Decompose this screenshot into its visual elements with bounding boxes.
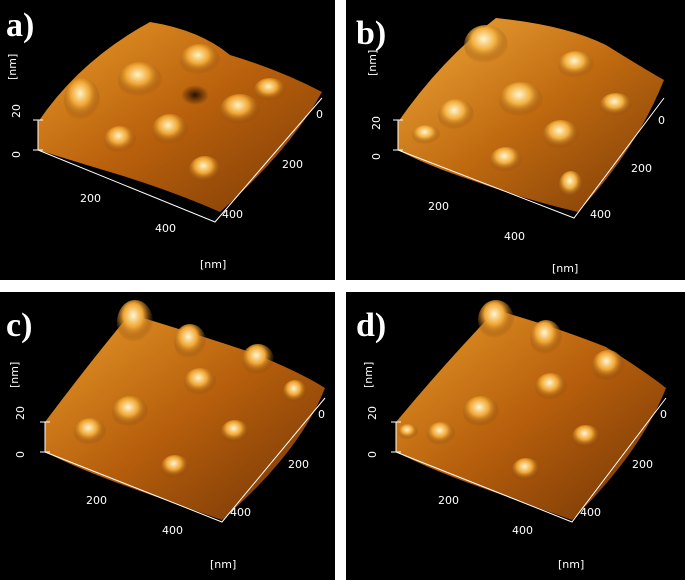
y-tick-200: 200: [282, 158, 303, 171]
afm-3d-surface-a: a) [nm] 20 0 200 400 0 200 400 [nm]: [6, 7, 323, 271]
surface-hills: [74, 300, 307, 479]
z-tick-0: 0: [14, 451, 27, 458]
afm-3d-surface-d: d) [nm] 20 0 200 400 0 200 400 [nm]: [356, 300, 667, 571]
panel-label: b): [356, 15, 386, 52]
x-tick-400: 400: [504, 230, 525, 243]
surface-hills: [398, 300, 624, 482]
z-tick-20: 20: [370, 116, 383, 130]
y-tick-200: 200: [288, 458, 309, 471]
z-tick-20: 20: [366, 406, 379, 420]
z-tick-20: 20: [10, 104, 23, 118]
panel-label: c): [6, 307, 32, 344]
surface-hills: [64, 44, 286, 184]
axes: [33, 97, 323, 223]
z-tick-0: 0: [366, 451, 379, 458]
afm-panel-d: d) [nm] 20 0 200 400 0 200 400 [nm]: [346, 292, 685, 580]
axes: [391, 397, 667, 523]
panel-label: a): [6, 7, 34, 44]
x-tick-200: 200: [428, 200, 449, 213]
surface-hills: [412, 25, 632, 199]
z-unit: [nm]: [6, 54, 19, 80]
y-tick-0: 0: [318, 408, 325, 421]
x-tick-400: 400: [162, 524, 183, 537]
axes: [40, 397, 326, 523]
panel-label: d): [356, 307, 386, 344]
y-tick-400: 400: [590, 208, 611, 221]
x-tick-400: 400: [155, 222, 176, 235]
xy-unit: [nm]: [558, 558, 584, 571]
z-tick-0: 0: [370, 153, 383, 160]
z-unit: [nm]: [362, 362, 375, 388]
z-unit: [nm]: [366, 50, 379, 76]
afm-panel-c: c) [nm] 20 0 200 400 0 200 400 [nm]: [0, 292, 335, 580]
x-tick-200: 200: [86, 494, 107, 507]
afm-3d-surface-c: c) [nm] 20 0 200 400 0 200 400 [nm]: [6, 300, 326, 571]
z-tick-0: 0: [10, 151, 23, 158]
y-tick-200: 200: [632, 458, 653, 471]
y-tick-400: 400: [580, 506, 601, 519]
y-tick-0: 0: [660, 408, 667, 421]
afm-panel-a: a) [nm] 20 0 200 400 0 200 400 [nm]: [0, 0, 335, 280]
y-tick-0: 0: [658, 114, 665, 127]
afm-panel-b: b) [nm] 20 0 200 400 0 200 400 [nm]: [346, 0, 685, 280]
xy-unit: [nm]: [210, 558, 236, 571]
x-tick-200: 200: [80, 192, 101, 205]
y-tick-400: 400: [222, 208, 243, 221]
y-tick-400: 400: [230, 506, 251, 519]
afm-3d-surface-b: b) [nm] 20 0 200 400 0 200 400 [nm]: [356, 15, 665, 275]
x-tick-400: 400: [512, 524, 533, 537]
y-tick-0: 0: [316, 108, 323, 121]
x-tick-200: 200: [438, 494, 459, 507]
xy-unit: [nm]: [552, 262, 578, 275]
y-tick-200: 200: [631, 162, 652, 175]
xy-unit: [nm]: [200, 258, 226, 271]
axes: [393, 97, 665, 219]
z-unit: [nm]: [8, 362, 21, 388]
z-tick-20: 20: [14, 406, 27, 420]
